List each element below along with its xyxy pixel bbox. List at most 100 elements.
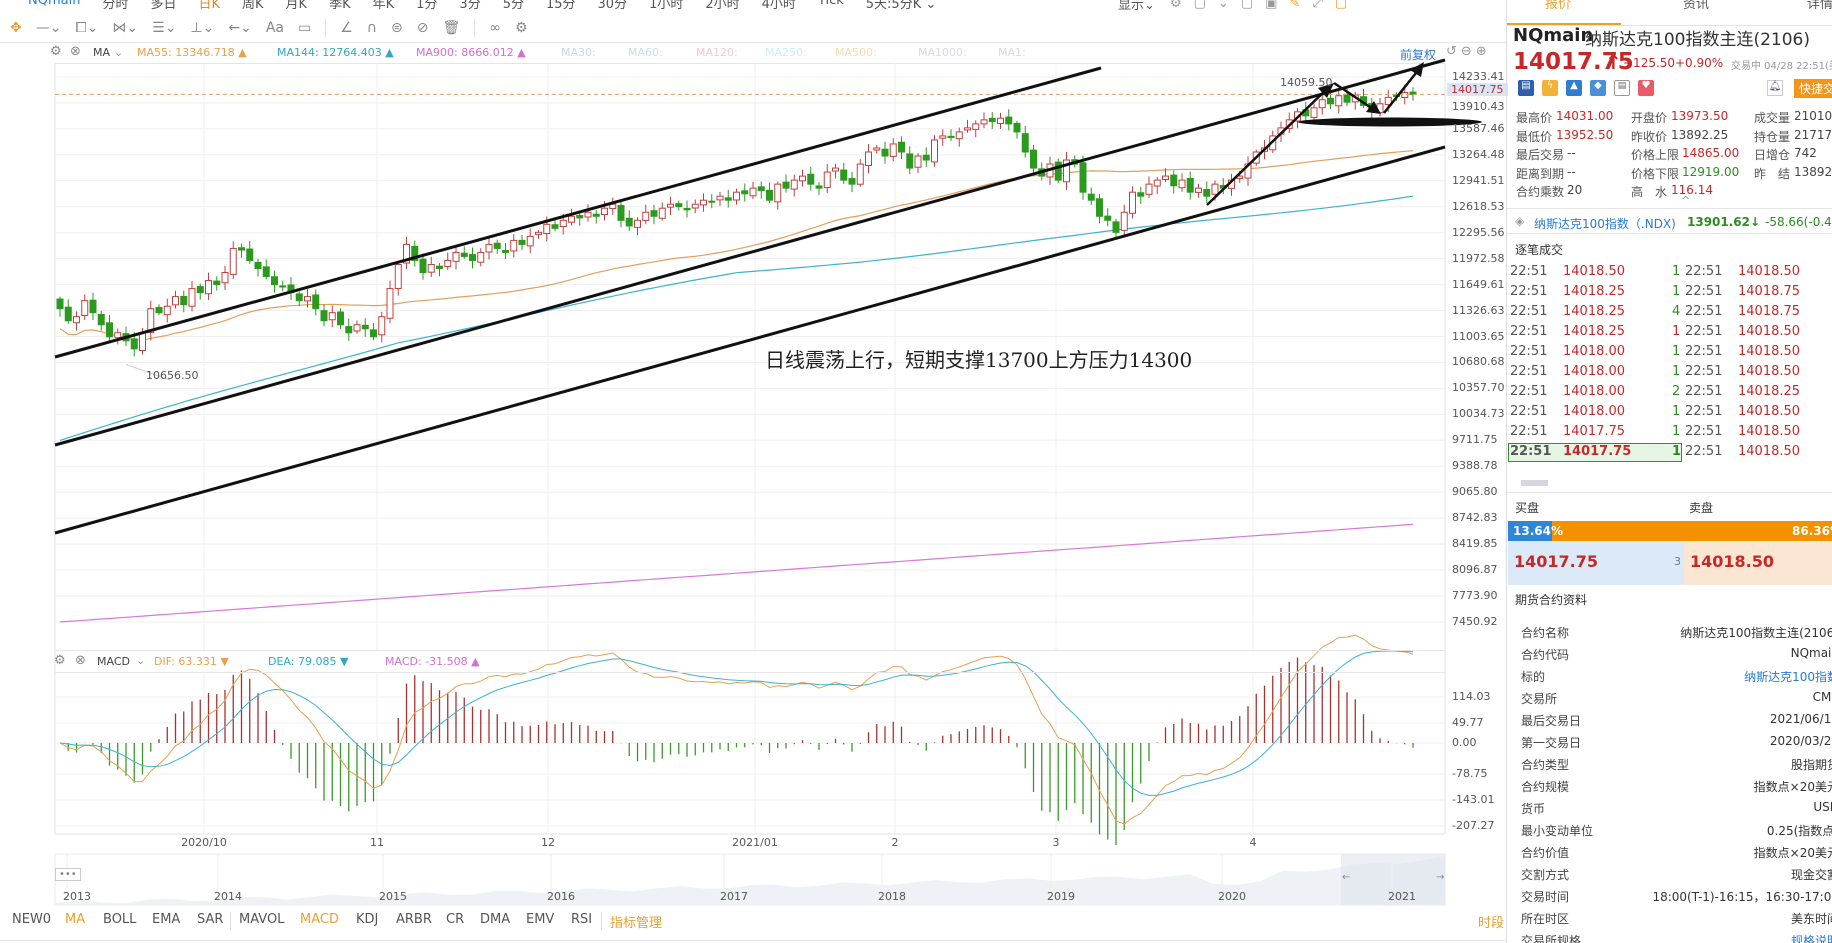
indicator-tab[interactable]: SAR <box>197 912 224 927</box>
info-value[interactable]: 规格说明 <box>1790 934 1832 943</box>
tick-price: 14018.50 <box>1738 344 1801 359</box>
chart-annotation[interactable]: 日线震荡上行，短期支撑13700上方压力14300 <box>765 348 1193 372</box>
bid-box[interactable]: 14017.75 3 <box>1508 541 1684 585</box>
rect-icon[interactable]: ⧠⌄ <box>75 20 99 36</box>
period-item[interactable]: 季K <box>329 0 351 12</box>
flash-icon[interactable]: ϟ <box>1542 80 1558 96</box>
zoom-out-icon[interactable]: ⊖ <box>1460 44 1476 59</box>
info-label: 合约价值 <box>1521 846 1570 860</box>
line-icon[interactable]: —⌄ <box>35 20 62 36</box>
indicator-tab[interactable]: 指标管理 <box>610 916 663 931</box>
info-value: 0.25(指数点) <box>1766 824 1832 838</box>
indicator-tab[interactable]: KDJ <box>356 912 379 927</box>
tab-quote[interactable]: 报价 <box>1545 0 1572 12</box>
fork-icon[interactable]: ⋈⌄ <box>112 20 139 36</box>
chevron-down-icon[interactable]: ⌄ <box>136 654 146 667</box>
period-item[interactable]: 4小时 <box>761 0 796 12</box>
ma-indicator-name[interactable]: MA <box>93 46 111 59</box>
period-item[interactable]: Tick <box>817 0 844 8</box>
period-button[interactable]: 时段 <box>1478 916 1505 931</box>
zoom-controls[interactable]: ↺⊖⊕ <box>1446 44 1491 59</box>
period-item[interactable]: 月K <box>285 0 308 12</box>
candle <box>196 286 204 294</box>
period-item[interactable]: 1分 <box>416 0 438 12</box>
underlying-link[interactable]: 纳斯达克100指数（.NDX) <box>1534 217 1676 231</box>
top-right-icons[interactable]: ⚙▢⌄▢▣✎⤢▢ <box>1170 0 1360 11</box>
tab-details[interactable]: 详情 <box>1807 0 1832 12</box>
kline-chart[interactable] <box>0 0 1506 943</box>
period-item[interactable]: 日K <box>198 0 221 12</box>
low-marker-label: 10656.50 <box>146 369 199 382</box>
period-item[interactable]: 周K <box>242 0 264 12</box>
trash-icon[interactable]: 🗑︎ <box>442 20 461 36</box>
indicator-tab[interactable]: ARBR <box>396 912 432 927</box>
indicator-tab[interactable]: MAVOL <box>239 912 285 927</box>
ask-box[interactable]: 14018.50 <box>1684 541 1832 585</box>
period-item[interactable]: 年K <box>372 0 395 12</box>
candle <box>320 310 328 322</box>
channel-icon[interactable]: ☰⌄ <box>152 20 177 36</box>
indicator-tab[interactable]: MACD <box>300 912 339 927</box>
dea-value: DEA: 79.085 ▼ <box>268 655 349 668</box>
tab-news[interactable]: 资讯 <box>1683 0 1710 12</box>
price-adjust-button[interactable]: 前复权 <box>1400 48 1437 62</box>
bell-icon[interactable]: 🔔︎ <box>1767 80 1783 96</box>
period-item[interactable]: 分时 <box>102 0 129 12</box>
hide-icon[interactable]: ⊘ <box>416 20 429 36</box>
comment-icon[interactable]: ▭ <box>297 20 312 36</box>
scrollbar-thumb[interactable] <box>1521 480 1548 486</box>
macd-close-icon[interactable]: ⊗ <box>75 653 86 668</box>
candle <box>271 276 278 286</box>
settings-icon[interactable]: ⚙ <box>514 20 528 36</box>
macd-settings-icon[interactable]: ⚙ <box>54 653 66 668</box>
arrow-icon[interactable]: ←⌄ <box>228 20 252 36</box>
move-icon[interactable]: ✥ <box>10 20 22 36</box>
undo-icon[interactable]: ↺ <box>1446 44 1461 59</box>
low-marker-leader <box>125 363 171 381</box>
indicator-tab[interactable]: EMV <box>526 912 555 927</box>
magnet-icon[interactable]: ∩ <box>366 20 378 36</box>
link-icon[interactable]: ∞ <box>489 20 501 36</box>
period-item[interactable]: 2小时 <box>705 0 740 12</box>
period-item[interactable]: 15分 <box>545 0 576 12</box>
period-item[interactable]: 30分 <box>597 0 628 12</box>
period-item[interactable]: 1小时 <box>649 0 684 12</box>
chart-icon[interactable]: ▲ <box>1566 80 1582 96</box>
price-tick-label: 11649.61 <box>1452 277 1505 291</box>
chevron-down-icon[interactable]: ⌄ <box>114 46 124 59</box>
navigator-right-handle[interactable]: → <box>1436 872 1445 883</box>
period-item[interactable]: NQmain <box>28 0 81 8</box>
collapse-icon[interactable]: ^ <box>1681 194 1691 207</box>
display-menu[interactable]: 显示⌄ <box>1118 0 1155 13</box>
text-icon[interactable]: Aa <box>265 20 284 36</box>
indicator-tab[interactable]: BOLL <box>103 912 137 927</box>
more-icon[interactable]: ••• <box>55 868 81 881</box>
measure-icon[interactable]: ⊥⌄ <box>190 20 215 36</box>
ma-close-icon[interactable]: ⊗ <box>70 44 81 59</box>
lock-icon[interactable]: ⊜ <box>391 20 403 36</box>
date-tick-label: 12 <box>541 836 555 849</box>
ma-settings-icon[interactable]: ⚙ <box>50 44 62 59</box>
note-icon[interactable]: ▤ <box>1614 80 1630 96</box>
navigator-left-handle[interactable]: ← <box>1342 872 1351 883</box>
tag-icon[interactable]: ◆ <box>1590 80 1606 96</box>
angle-icon[interactable]: ∠ <box>340 20 353 36</box>
period-item[interactable]: 5分 <box>502 0 524 12</box>
period-item[interactable]: 3分 <box>459 0 481 12</box>
info-value: 股指期货 <box>1790 758 1832 772</box>
indicator-tab[interactable]: DMA <box>480 912 511 927</box>
us-flag-icon[interactable]: ▤ <box>1518 80 1534 96</box>
indicator-tab[interactable]: EMA <box>152 912 181 927</box>
period-item[interactable]: 5天:5分K ⌄ <box>865 0 937 12</box>
indicator-tab[interactable]: MA <box>65 912 86 927</box>
quick-trade-button[interactable]: 快捷交易 <box>1794 79 1832 98</box>
indicator-tab[interactable]: CR <box>446 912 465 927</box>
macd-indicator-name[interactable]: MACD <box>97 655 130 668</box>
favorite-icon[interactable]: ♥ <box>1638 80 1654 96</box>
indicator-tab[interactable]: RSI <box>571 912 593 927</box>
period-item[interactable]: 多日 <box>150 0 177 12</box>
info-value[interactable]: 纳斯达克100指数 <box>1744 670 1832 684</box>
zoom-in-icon[interactable]: ⊕ <box>1475 44 1491 59</box>
candle <box>741 190 749 195</box>
indicator-tab[interactable]: NEW0 <box>12 912 52 927</box>
